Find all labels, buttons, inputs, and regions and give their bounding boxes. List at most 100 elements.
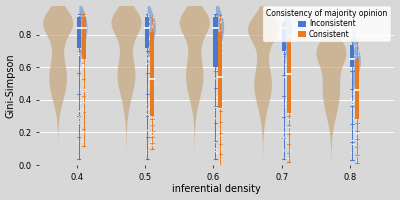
Point [80,48,86,51]
Point [149,34,156,37]
Point [75,44,82,47]
Point [284,41,291,44]
Point [76,36,82,39]
Point [214,22,220,25]
Point [218,87,224,90]
Point [150,118,156,121]
Point [81,54,87,57]
Point [80,56,86,59]
Point [349,139,356,142]
Point [77,25,83,29]
Point [286,92,292,95]
Point [144,26,151,29]
Point [285,105,292,109]
Point [218,51,225,54]
Point [76,109,83,112]
Point [80,63,86,66]
Point [352,43,359,46]
Point [81,100,88,103]
Point [148,95,154,98]
Point [352,97,359,100]
Point [347,51,354,54]
Point [144,24,150,28]
Point [76,35,82,38]
Point [355,94,361,97]
Point [286,79,293,83]
Point [353,90,360,93]
Point [212,46,219,49]
Point [350,127,356,130]
Point [75,29,82,32]
Point [149,62,155,65]
Point [350,43,356,47]
Point [79,33,85,36]
Point [348,45,354,48]
Point [281,48,287,51]
Point [280,48,286,51]
Point [281,43,288,47]
Point [348,98,354,101]
Point [217,35,223,38]
Point [349,64,356,67]
Point [352,80,359,83]
Point [81,50,87,53]
Point [79,38,85,42]
Point [280,35,287,38]
Point [79,111,85,114]
Point [212,105,219,108]
Point [145,46,152,49]
Point [281,102,288,105]
Point [354,95,361,98]
Point [149,112,155,116]
Point [348,53,355,56]
Point [280,149,286,152]
Point [218,47,224,50]
Point [74,53,81,56]
Point [75,43,81,46]
Point [75,22,82,25]
Point [75,40,81,43]
Point [80,27,87,30]
Point [355,54,362,57]
Point [213,147,219,150]
Point [211,61,218,64]
Point [217,49,224,52]
Point [348,96,354,100]
Point [213,151,219,154]
Point [216,134,222,138]
Point [280,40,287,43]
Point [76,24,82,27]
Point [76,19,83,22]
Point [353,63,360,66]
Point [148,91,154,94]
Point [280,45,287,49]
Point [353,64,360,67]
Point [352,101,359,104]
Point [145,20,151,23]
Point [214,18,220,21]
Point [281,43,287,46]
Point [350,142,357,146]
Point [353,98,359,101]
Point [285,110,291,113]
Point [211,49,218,52]
Point [216,46,222,49]
Point [216,76,222,79]
Point [216,73,223,76]
Point [211,44,218,47]
Point [144,129,150,132]
Point [212,61,219,64]
Point [144,16,151,19]
Point [280,43,287,47]
Point [212,40,219,43]
Point [280,57,287,60]
Point [349,63,356,66]
Point [80,44,87,48]
Point [217,21,224,24]
Point [149,25,155,28]
Point [349,44,355,48]
Point [284,69,291,73]
Point [82,46,88,49]
Point [213,59,219,62]
Point [281,47,287,50]
